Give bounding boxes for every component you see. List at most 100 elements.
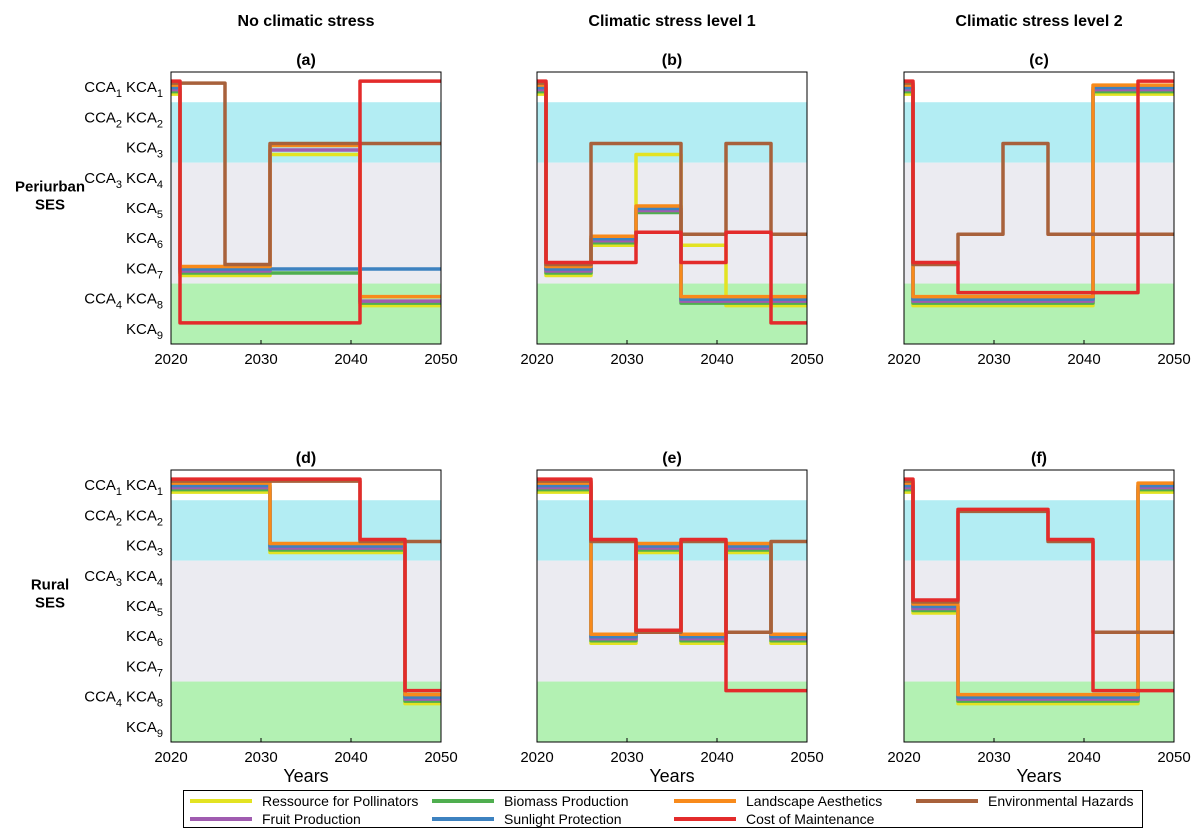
y-tick-label-sub: 5 [157,607,163,619]
y-tick-label-sub: 4 [157,577,163,589]
y-tick-label: CCA4 KCA8 [84,689,163,710]
y-tick-label: CCA4 KCA8 [84,291,163,312]
y-tick-label-main: KCA [126,507,157,524]
y-tick-label: KCA5 [126,598,163,619]
legend-label: Sunlight Protection [504,811,622,827]
x-tick-label: 2050 [790,749,823,766]
legend-label: Biomass Production [504,793,629,809]
y-tick-label-main: KCA [126,719,157,736]
legend-entry: Fruit Production [190,810,361,828]
legend-entry: Ressource for Pollinators [190,792,418,810]
y-tick-label: CCA2 KCA2 [84,109,163,130]
legend-swatch [916,799,978,803]
series-group [171,477,441,706]
y-tick-label-main: KCA [126,291,157,308]
y-tick-label-main: KCA [126,658,157,675]
y-tick-label: KCA7 [126,658,163,679]
y-tick-label: KCA6 [126,628,163,649]
y-tick-label: CCA3 KCA4 [84,568,163,589]
x-tick-label: 2020 [887,351,920,368]
y-tick-label-pre-sub: 1 [116,486,122,498]
panel-frame [903,71,1175,345]
legend-entry: Biomass Production [432,792,629,810]
y-tick-label-sub: 9 [157,330,163,342]
x-tick-label: 2020 [154,351,187,368]
x-tick-label: 2020 [154,749,187,766]
y-tick-label-main: KCA [126,321,157,338]
y-tick-label-main: KCA [126,109,157,126]
x-tick-label: 2030 [977,749,1010,766]
legend-label: Cost of Maintenance [746,811,875,827]
series-group [537,79,807,325]
x-tick-label: 2030 [244,749,277,766]
y-tick-label-main: KCA [126,230,157,247]
y-tick-label-pre-sub: 4 [116,300,122,312]
panel-title: (b) [662,52,682,69]
band-cca4 [171,283,441,344]
legend-swatch [432,817,494,821]
panel-frame [170,469,442,743]
band-cca4 [537,283,807,344]
y-tick-label-pre: CCA [84,689,116,706]
column-heading: Climatic stress level 2 [955,13,1122,30]
x-tick-label: 2050 [1157,351,1190,368]
band-cca2 [171,102,441,163]
y-tick-label-sub: 1 [157,88,163,100]
panel-title: (c) [1029,52,1049,69]
series-line [904,79,1174,295]
y-tick-label: CCA1 KCA1 [84,79,163,100]
y-tick-label-pre: CCA [84,507,116,524]
band-cca2 [537,102,807,163]
band-cca3 [171,560,441,682]
panel-frame [170,71,442,345]
y-tick-label-pre: CCA [84,79,116,96]
x-tick-label: 2040 [334,749,367,766]
y-tick-label-pre: CCA [84,568,116,585]
y-tick-label-sub: 6 [157,239,163,251]
band-cca4 [171,681,441,742]
series-line [171,490,441,706]
band-cca2 [904,102,1174,163]
y-tick-label: KCA3 [126,538,163,559]
y-tick-label-pre: CCA [84,477,116,494]
y-tick-label: CCA1 KCA1 [84,477,163,498]
panel-frame [536,71,808,345]
y-tick-label-sub: 7 [157,667,163,679]
legend-label: Ressource for Pollinators [262,793,419,809]
legend-label: Fruit Production [262,811,361,827]
legend-entry: Cost of Maintenance [674,810,874,828]
y-tick-label-main: KCA [126,598,157,615]
series-line [171,487,441,703]
y-tick-label: KCA7 [126,260,163,281]
series-group [537,477,807,693]
panel-frame [536,469,808,743]
x-tick-label: 2050 [424,351,457,368]
band-kca1 [904,470,1174,501]
panel-title: (e) [662,450,682,467]
legend-swatch [190,817,252,821]
y-tick-label-pre-sub: 3 [116,577,122,589]
column-heading: Climatic stress level 1 [588,13,755,30]
band-kca1 [171,72,441,103]
series-group [171,79,441,325]
legend-swatch [190,799,252,803]
x-tick-label: 2040 [700,749,733,766]
y-tick-label: KCA9 [126,719,163,740]
column-heading: No climatic stress [238,13,375,30]
x-axis-label: Years [649,766,694,786]
series-line [171,81,441,267]
x-tick-label: 2040 [334,351,367,368]
x-tick-label: 2040 [1067,749,1100,766]
series-line [171,481,441,697]
row-label: SES [35,197,65,214]
y-tick-label-sub: 8 [157,300,163,312]
y-tick-label-sub: 9 [157,728,163,740]
y-tick-label-pre-sub: 2 [116,118,122,130]
y-tick-label-pre: CCA [84,291,116,308]
legend: Ressource for Pollinators Biomass Product… [183,790,1143,828]
x-tick-label: 2030 [610,351,643,368]
y-tick-label-sub: 1 [157,486,163,498]
legend-swatch [674,817,736,821]
x-tick-label: 2050 [1157,749,1190,766]
y-tick-label-sub: 5 [157,209,163,221]
